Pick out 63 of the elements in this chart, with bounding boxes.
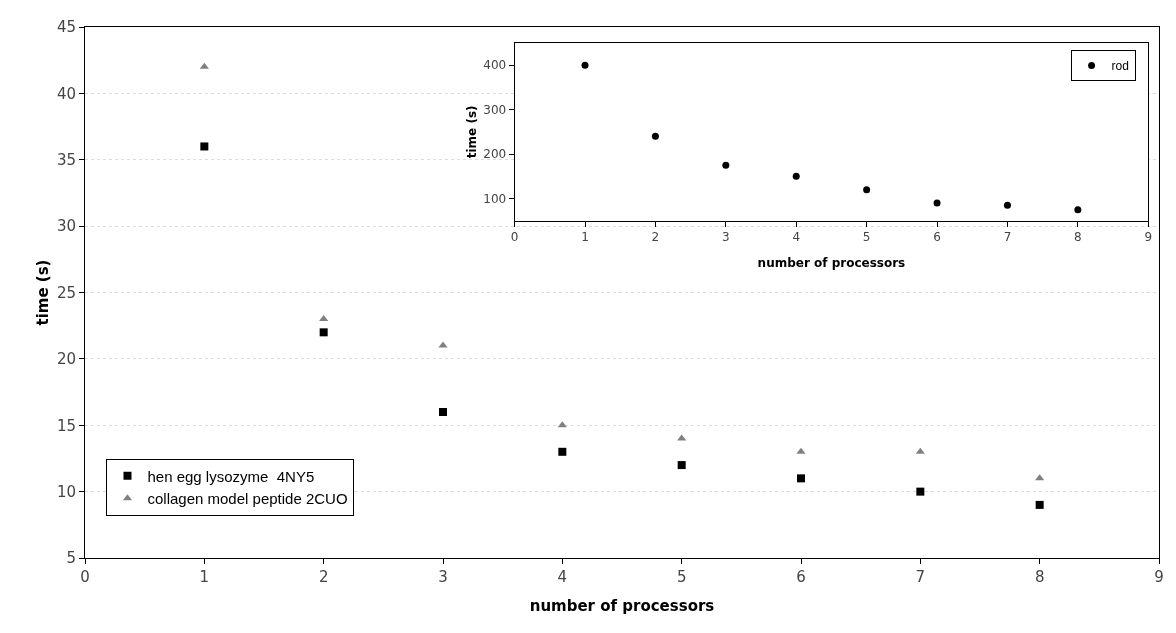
y-tick-label: 35	[56, 151, 76, 169]
legend-label: hen egg lysozyme 4NY5	[147, 467, 315, 485]
x-tick-label: 0	[80, 568, 90, 586]
point	[439, 407, 447, 416]
y-axis-title: time (s)	[464, 105, 479, 159]
x-tick-label: 1	[581, 230, 589, 245]
legend-label: rod	[1111, 59, 1129, 74]
point	[863, 186, 871, 194]
y-tick-label: 200	[483, 147, 507, 162]
x-tick-label: 5	[862, 230, 871, 245]
point	[581, 61, 589, 69]
x-tick-label: 3	[438, 568, 448, 586]
point	[796, 447, 806, 454]
y-tick-label: 30	[56, 217, 76, 236]
point	[933, 199, 941, 207]
x-tick-label: 3	[722, 230, 730, 245]
point	[792, 172, 800, 180]
point	[1003, 201, 1011, 209]
y-tick-label: 10	[56, 482, 76, 501]
x-tick-label: 5	[676, 568, 687, 586]
y-tick-label: 100	[483, 191, 507, 206]
point	[677, 461, 686, 470]
y-tick-label: 15	[56, 416, 76, 435]
y-tick-label: 5	[66, 549, 76, 568]
y-axis-title: time (s)	[34, 259, 53, 326]
point	[1035, 500, 1044, 509]
y-tick-label: 45	[56, 18, 76, 37]
point	[916, 487, 925, 496]
x-tick-label: 7	[1003, 230, 1012, 245]
point	[319, 315, 329, 322]
x-tick-label: 2	[318, 568, 329, 586]
point	[438, 341, 448, 348]
x-tick-label: 7	[915, 568, 926, 586]
y-tick-label: 400	[483, 58, 507, 73]
point	[557, 421, 567, 428]
point	[651, 132, 659, 140]
x-tick-label: 6	[933, 230, 941, 245]
x-tick-label: 8	[1074, 230, 1082, 245]
x-tick-label: 8	[1034, 568, 1045, 586]
point	[199, 62, 209, 69]
point	[558, 447, 567, 456]
y-tick-label: 300	[483, 102, 507, 117]
x-tick-label: 9	[1154, 568, 1164, 586]
x-tick-label: 4	[792, 230, 801, 245]
point	[915, 447, 925, 454]
y-tick-label: 25	[56, 283, 76, 302]
x-tick-label: 6	[796, 568, 806, 586]
x-tick-label: 0	[510, 230, 519, 245]
point	[677, 434, 687, 441]
x-axis-title: number of processors	[529, 597, 715, 615]
x-tick-label: 2	[651, 230, 660, 245]
point	[797, 474, 805, 483]
y-tick-label: 40	[56, 84, 76, 103]
x-tick-label: 4	[557, 568, 568, 586]
point	[200, 142, 209, 151]
x-axis-title: number of processors	[757, 256, 906, 271]
y-tick-label: 20	[56, 350, 76, 369]
legend-label: collagen model peptide 2CUO	[147, 490, 348, 508]
point	[722, 161, 730, 169]
point	[1074, 206, 1082, 214]
x-tick-label: 9	[1144, 230, 1153, 245]
point	[319, 328, 328, 337]
x-tick-label: 1	[199, 568, 210, 586]
